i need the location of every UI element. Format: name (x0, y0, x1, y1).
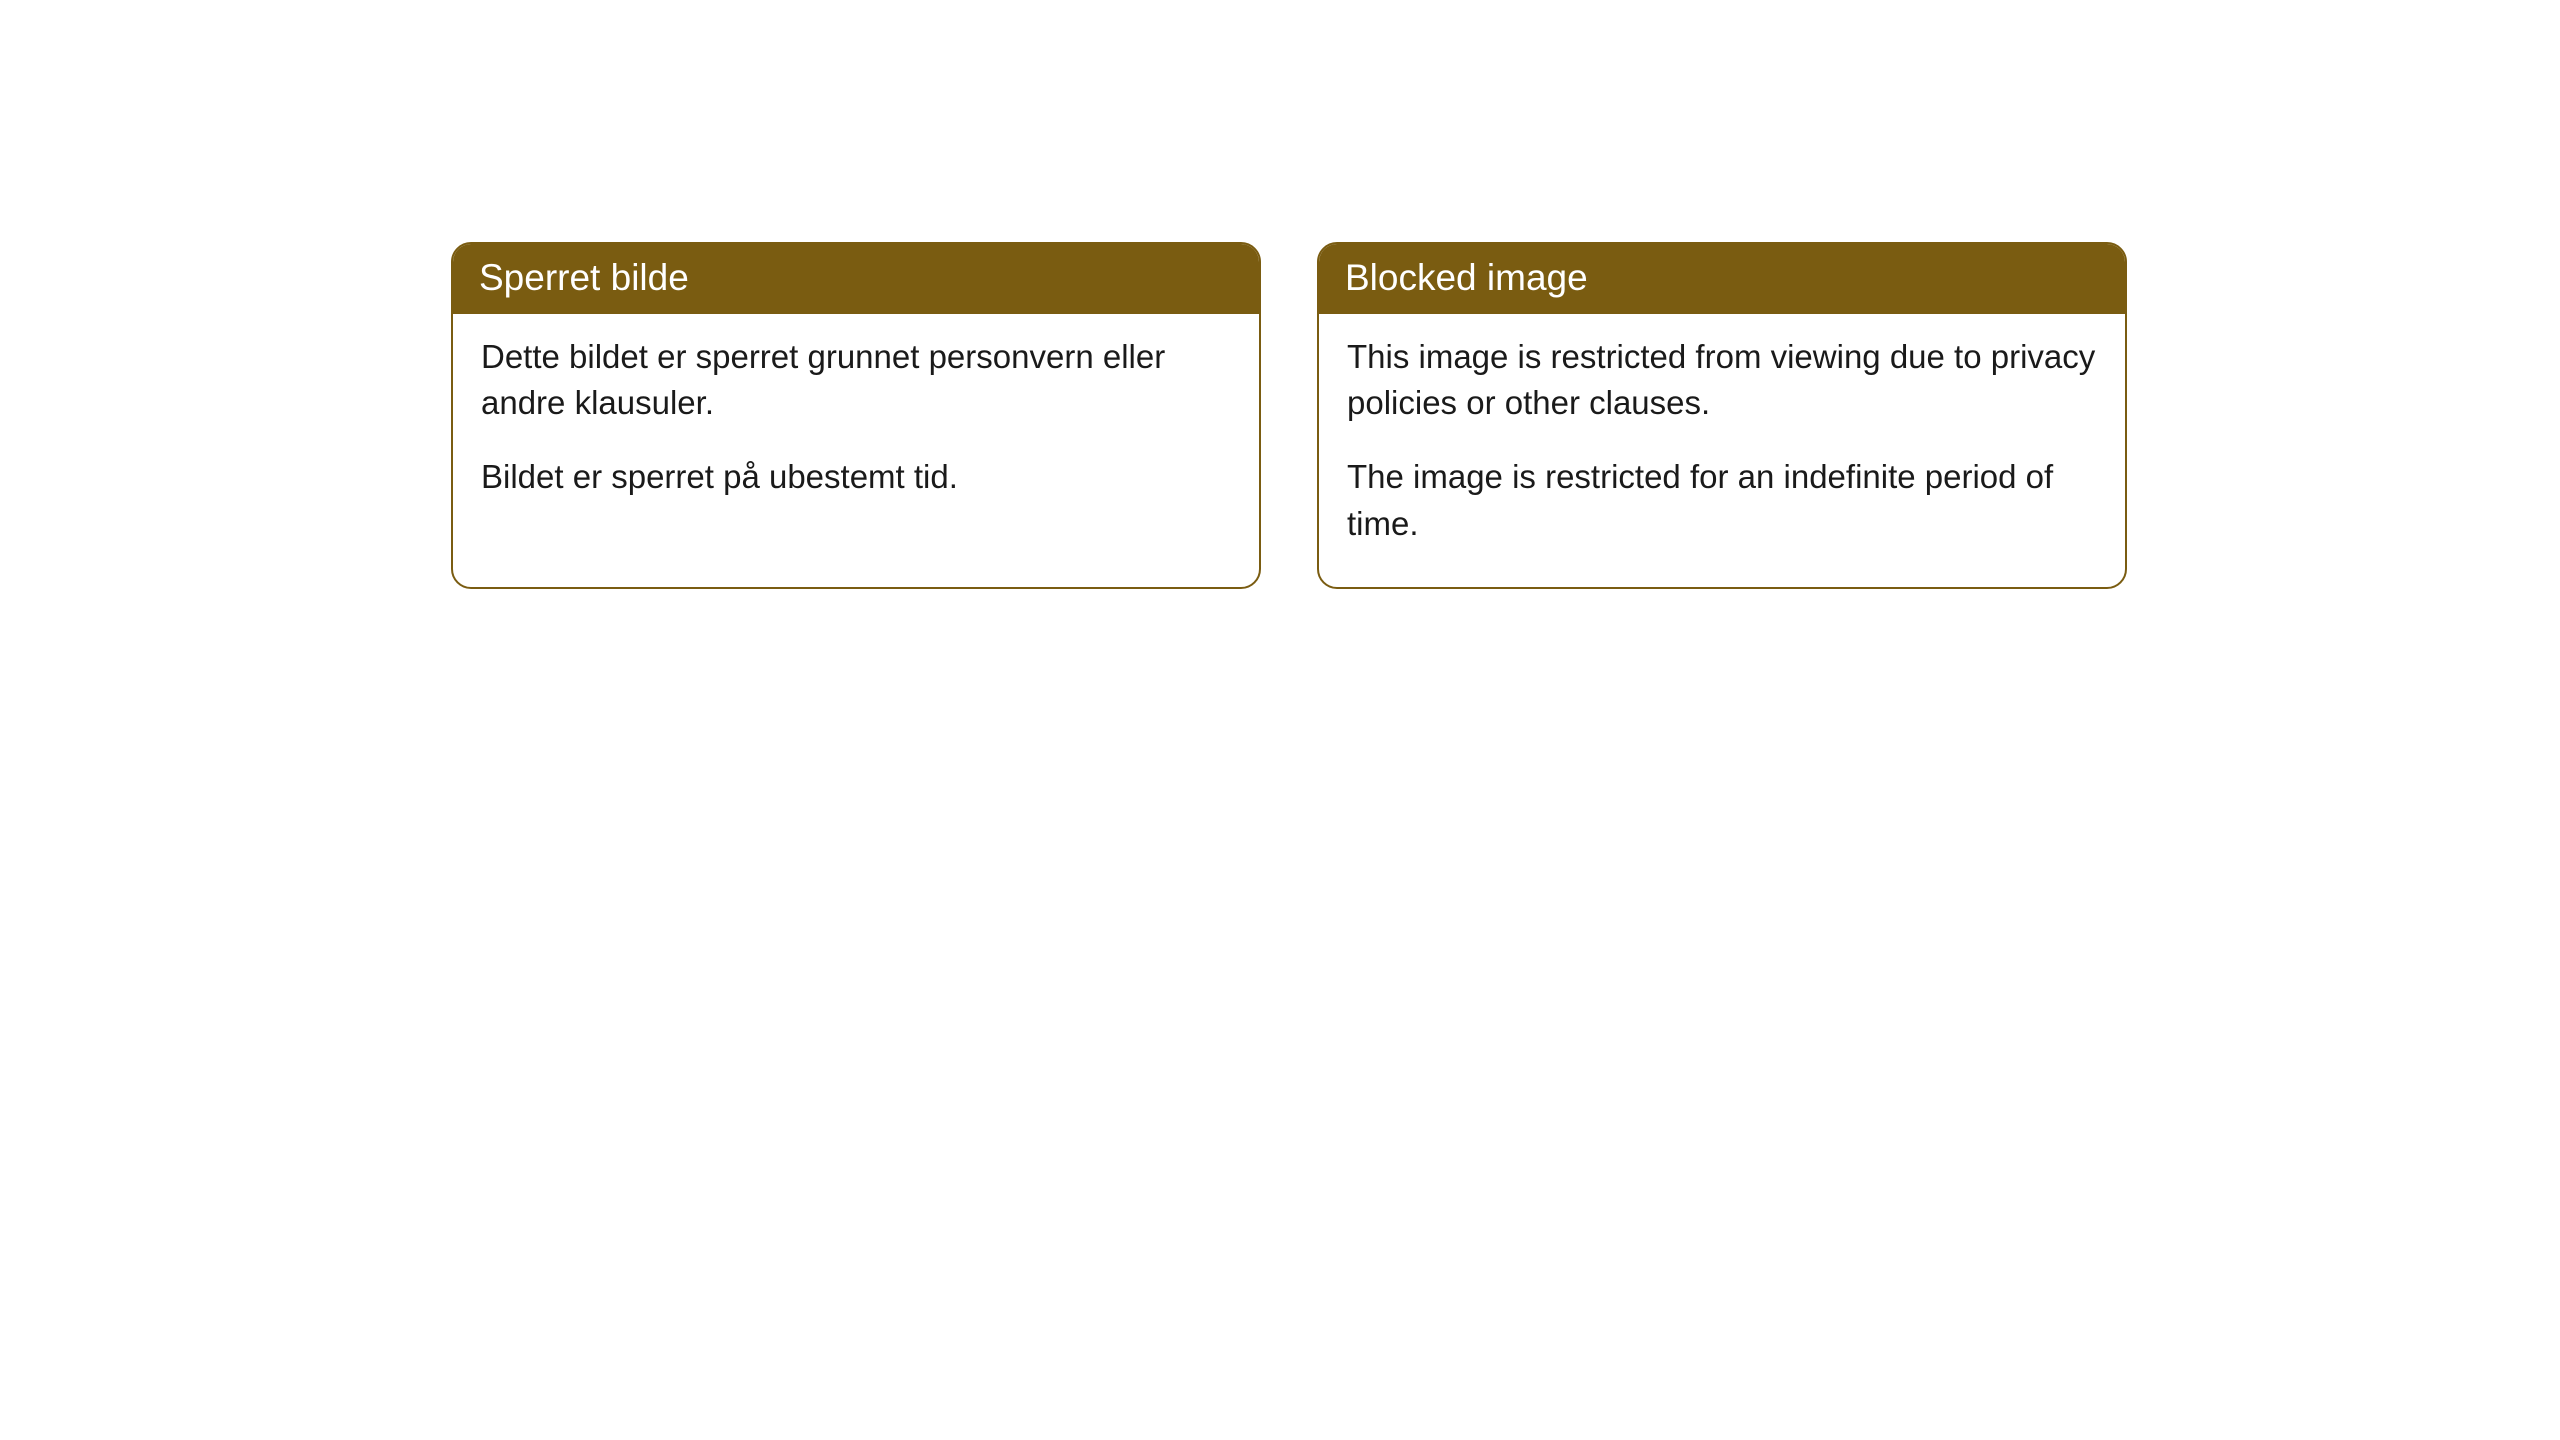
card-body-english: This image is restricted from viewing du… (1319, 314, 2125, 587)
card-header-english: Blocked image (1319, 244, 2125, 314)
card-paragraph-2-en: The image is restricted for an indefinit… (1347, 454, 2097, 546)
card-english: Blocked image This image is restricted f… (1317, 242, 2127, 589)
cards-container: Sperret bilde Dette bildet er sperret gr… (451, 242, 2127, 589)
card-paragraph-1-no: Dette bildet er sperret grunnet personve… (481, 334, 1231, 426)
card-header-norwegian: Sperret bilde (453, 244, 1259, 314)
card-norwegian: Sperret bilde Dette bildet er sperret gr… (451, 242, 1261, 589)
card-paragraph-2-no: Bildet er sperret på ubestemt tid. (481, 454, 1231, 500)
card-body-norwegian: Dette bildet er sperret grunnet personve… (453, 314, 1259, 541)
card-paragraph-1-en: This image is restricted from viewing du… (1347, 334, 2097, 426)
